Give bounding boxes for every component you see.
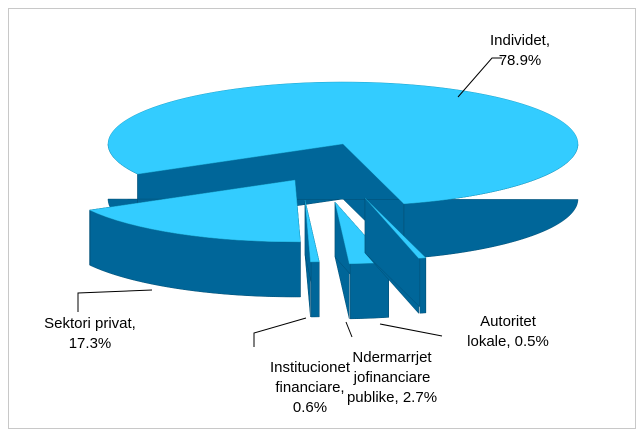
- slice-side: [419, 257, 427, 314]
- leader-line: [345, 321, 353, 338]
- data-label: Sektori privat,: [44, 315, 136, 332]
- data-label: jofinanciare: [353, 369, 431, 386]
- data-label: publike, 2.7%: [347, 389, 437, 406]
- data-label: financiare,: [275, 379, 344, 396]
- data-label: Ndermarrjet: [352, 349, 432, 366]
- slice-top: [88, 179, 301, 243]
- slice-top: [107, 81, 579, 205]
- leader-line: [379, 323, 443, 337]
- data-label: Institucionet: [270, 359, 351, 376]
- leader-line: [253, 317, 307, 347]
- data-label: 78.9%: [499, 52, 542, 69]
- slice-top: [364, 197, 427, 259]
- labels: Individet, 78.9% Sektori privat, 17.3% Insti…: [44, 32, 550, 416]
- leader-line: [77, 289, 153, 312]
- slice-side: [310, 261, 320, 318]
- data-label: 17.3%: [69, 335, 112, 352]
- slice-top: [304, 199, 320, 263]
- data-label: Individet,: [490, 32, 550, 49]
- pie: [88, 81, 579, 320]
- data-label: lokale, 0.5%: [467, 333, 549, 350]
- leader-lines: [77, 57, 502, 347]
- data-label: Autoritet: [480, 313, 537, 330]
- data-label: 0.6%: [293, 399, 327, 416]
- leader-line: [457, 57, 502, 98]
